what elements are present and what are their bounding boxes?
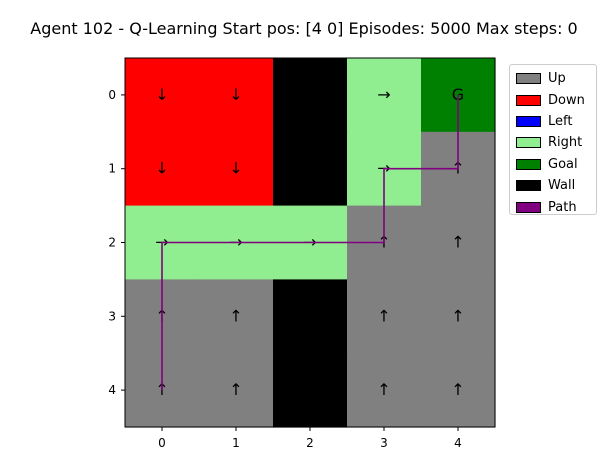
arrow-up-r4-c1: ↑ <box>229 380 242 399</box>
legend-item-path: Path <box>516 196 596 217</box>
chart-title: Agent 102 - Q-Learning Start pos: [4 0] … <box>30 19 578 38</box>
cell-r3-c2 <box>273 279 348 354</box>
legend-item-up: Up <box>516 68 596 89</box>
legend-item-wall: Wall <box>516 175 596 196</box>
legend-label-path: Path <box>548 199 577 215</box>
arrow-down-r1-c1: ↓ <box>229 159 242 178</box>
cell-r0-c2 <box>273 58 348 133</box>
legend-swatch-path <box>516 201 541 213</box>
legend-label-wall: Wall <box>548 178 576 194</box>
x-tick-label-1: 1 <box>232 436 240 450</box>
legend-label-down: Down <box>548 92 585 108</box>
legend-label-goal: Goal <box>548 156 578 172</box>
legend-swatch-left <box>516 115 541 127</box>
legend-swatch-up <box>516 73 541 85</box>
legend-item-down: Down <box>516 89 596 110</box>
y-axis-ticks: 0 1 2 3 4 <box>108 88 125 397</box>
legend-item-goal: Goal <box>516 154 596 175</box>
y-tick-label-1: 1 <box>108 162 116 176</box>
legend-item-left: Left <box>516 111 596 132</box>
arrow-down-r0-c0: ↓ <box>155 85 168 104</box>
cell-r1-c0 <box>125 131 200 207</box>
y-tick-label-3: 3 <box>108 309 116 323</box>
agent-path <box>161 94 459 391</box>
cell-r3-c1 <box>199 279 274 354</box>
cell-r4-c1 <box>199 353 274 428</box>
x-tick-label-2: 2 <box>306 436 314 450</box>
y-tick-label-4: 4 <box>108 383 116 397</box>
cell-r0-c3 <box>347 58 422 133</box>
y-tick-label-0: 0 <box>108 88 116 102</box>
legend-item-right: Right <box>516 132 596 153</box>
arrow-up-r3-c3: ↑ <box>377 306 390 325</box>
cell-r2-c4 <box>421 205 496 280</box>
arrow-right-r0-c3: → <box>377 85 390 104</box>
legend-label-left: Left <box>548 113 573 129</box>
cell-r3-c4 <box>421 279 496 354</box>
cell-r3-c3 <box>347 279 422 354</box>
legend-label-right: Right <box>548 135 583 151</box>
arrow-up-r4-c4: ↑ <box>451 380 464 399</box>
arrow-down-r1-c0: ↓ <box>155 159 168 178</box>
cell-r0-c0 <box>125 58 200 133</box>
legend-swatch-wall <box>516 180 541 192</box>
x-tick-label-3: 3 <box>380 436 388 450</box>
cell-r4-c2 <box>273 353 348 428</box>
legend-swatch-goal <box>516 158 541 170</box>
arrow-down-r0-c1: ↓ <box>229 85 242 104</box>
x-tick-label-4: 4 <box>454 436 462 450</box>
arrow-up-r2-c4: ↑ <box>451 233 464 252</box>
x-tick-label-0: 0 <box>158 436 166 450</box>
cell-r4-c4 <box>421 353 496 428</box>
arrow-up-r3-c1: ↑ <box>229 306 242 325</box>
arrow-up-r4-c3: ↑ <box>377 380 390 399</box>
arrow-up-r3-c4: ↑ <box>451 306 464 325</box>
legend: Up Down Left Right Goal Wall Path <box>509 64 597 215</box>
cell-r4-c3 <box>347 353 422 428</box>
grid-cells <box>125 58 496 428</box>
x-axis-ticks: 0 1 2 3 4 <box>158 427 462 450</box>
cell-r1-c1 <box>199 131 274 207</box>
legend-swatch-down <box>516 94 541 106</box>
legend-swatch-right <box>516 137 541 149</box>
cell-r0-c1 <box>199 58 274 133</box>
y-tick-label-2: 2 <box>108 236 116 250</box>
legend-label-up: Up <box>548 71 566 87</box>
cell-r1-c2 <box>273 131 348 207</box>
path-line <box>161 94 459 391</box>
goal-label: G <box>452 85 464 104</box>
